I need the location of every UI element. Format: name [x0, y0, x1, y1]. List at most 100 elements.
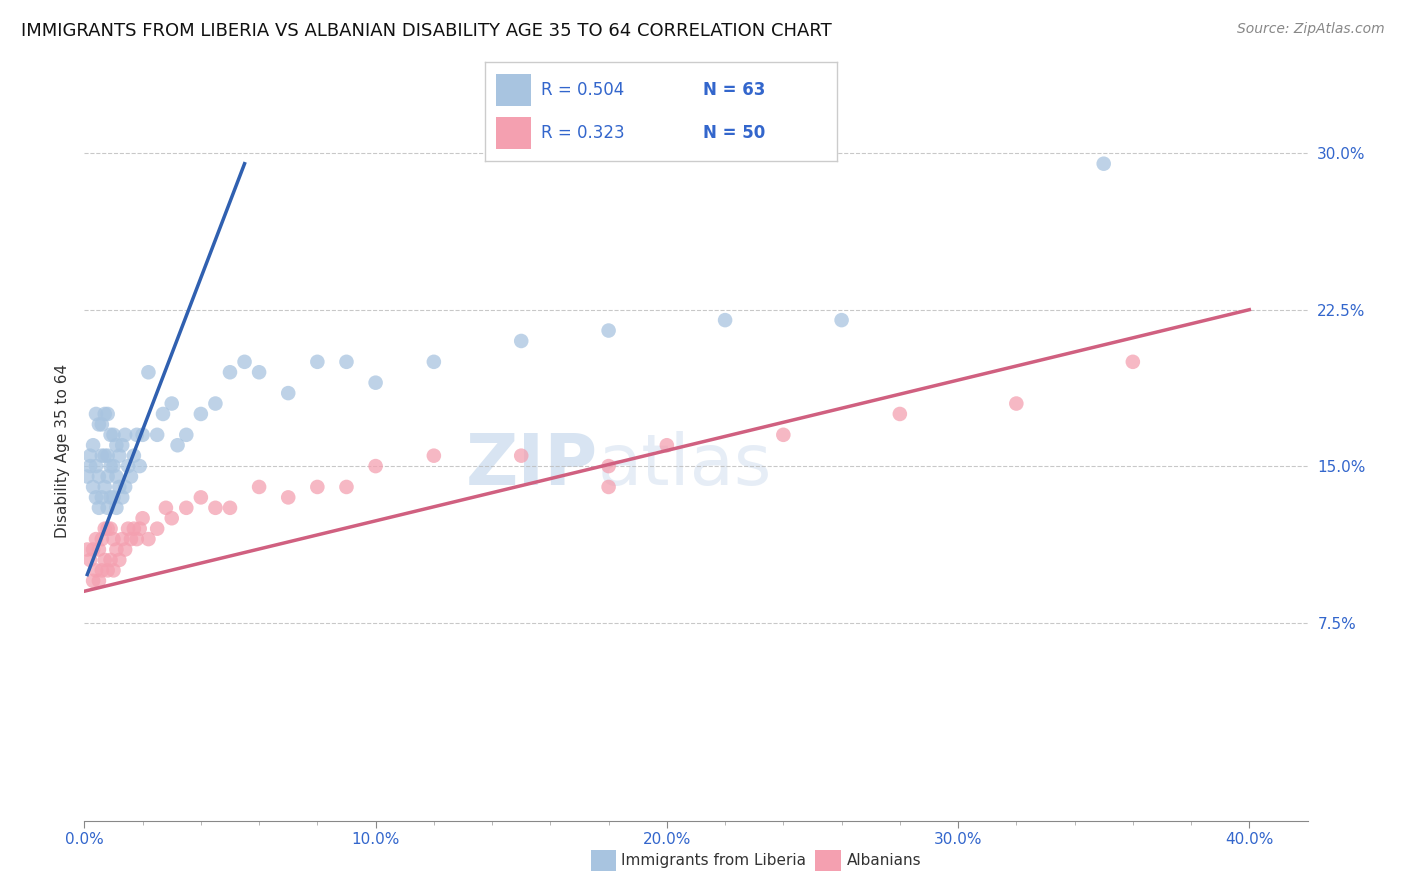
Text: Source: ZipAtlas.com: Source: ZipAtlas.com [1237, 22, 1385, 37]
Point [335, 480, 357, 494]
Point [84, 491, 107, 505]
Point [120, 532, 142, 546]
Point [103, 491, 125, 505]
Point [160, 511, 183, 525]
Point [84, 532, 107, 546]
Point [131, 511, 153, 525]
Point [103, 459, 125, 474]
Point [146, 427, 169, 442]
Point [120, 469, 142, 483]
Point [146, 522, 169, 536]
Point [76, 469, 98, 483]
Point [82, 480, 104, 494]
Point [84, 459, 107, 474]
Point [598, 480, 620, 494]
Point [277, 386, 299, 401]
Point [87, 417, 110, 432]
Point [114, 427, 136, 442]
FancyBboxPatch shape [495, 74, 531, 105]
Point [103, 563, 125, 577]
Point [204, 500, 226, 515]
Point [510, 449, 533, 463]
Point [93, 449, 115, 463]
Text: atlas: atlas [598, 431, 772, 500]
Point [1005, 396, 1028, 410]
Point [90, 563, 112, 577]
Point [108, 449, 131, 463]
Point [93, 480, 115, 494]
Point [307, 480, 329, 494]
Point [117, 459, 139, 474]
Point [131, 427, 153, 442]
Text: Immigrants from Liberia: Immigrants from Liberia [621, 854, 807, 868]
Point [93, 522, 115, 536]
Point [97, 500, 120, 515]
Point [204, 396, 226, 410]
Point [138, 365, 160, 379]
Text: ZIP: ZIP [465, 431, 598, 500]
Point [93, 553, 115, 567]
Point [82, 438, 104, 452]
Point [128, 459, 150, 474]
Point [364, 459, 387, 474]
Point [117, 522, 139, 536]
Point [598, 324, 620, 338]
Point [772, 427, 794, 442]
Point [105, 438, 128, 452]
Point [87, 500, 110, 515]
Point [219, 365, 242, 379]
Point [307, 355, 329, 369]
Point [138, 532, 160, 546]
Point [190, 407, 212, 421]
Point [108, 480, 131, 494]
Point [87, 542, 110, 557]
Point [79, 459, 101, 474]
Point [128, 522, 150, 536]
Point [122, 449, 145, 463]
Point [103, 427, 125, 442]
Point [97, 449, 120, 463]
Point [84, 563, 107, 577]
Point [103, 532, 125, 546]
Y-axis label: Disability Age 35 to 64: Disability Age 35 to 64 [55, 363, 70, 538]
Point [97, 563, 120, 577]
Text: N = 63: N = 63 [703, 81, 765, 99]
Point [423, 449, 446, 463]
Point [90, 491, 112, 505]
Point [100, 522, 122, 536]
Point [160, 396, 183, 410]
Point [76, 542, 98, 557]
Point [335, 355, 357, 369]
Point [174, 427, 197, 442]
Point [90, 417, 112, 432]
Text: N = 50: N = 50 [703, 124, 765, 142]
Point [831, 313, 853, 327]
Point [111, 491, 134, 505]
Point [79, 449, 101, 463]
Point [97, 522, 120, 536]
Point [166, 438, 188, 452]
Point [111, 532, 134, 546]
Point [152, 407, 174, 421]
Point [87, 574, 110, 588]
Point [105, 542, 128, 557]
Text: R = 0.504: R = 0.504 [541, 81, 624, 99]
FancyBboxPatch shape [495, 118, 531, 149]
Point [114, 542, 136, 557]
Point [111, 438, 134, 452]
Point [79, 553, 101, 567]
Point [82, 574, 104, 588]
Point [87, 469, 110, 483]
Point [598, 459, 620, 474]
Point [155, 500, 177, 515]
Point [114, 480, 136, 494]
Point [105, 500, 128, 515]
Point [100, 427, 122, 442]
Point [100, 459, 122, 474]
Point [125, 427, 148, 442]
Point [122, 522, 145, 536]
Point [93, 407, 115, 421]
Point [219, 500, 242, 515]
Text: IMMIGRANTS FROM LIBERIA VS ALBANIAN DISABILITY AGE 35 TO 64 CORRELATION CHART: IMMIGRANTS FROM LIBERIA VS ALBANIAN DISA… [21, 22, 832, 40]
Point [233, 355, 256, 369]
